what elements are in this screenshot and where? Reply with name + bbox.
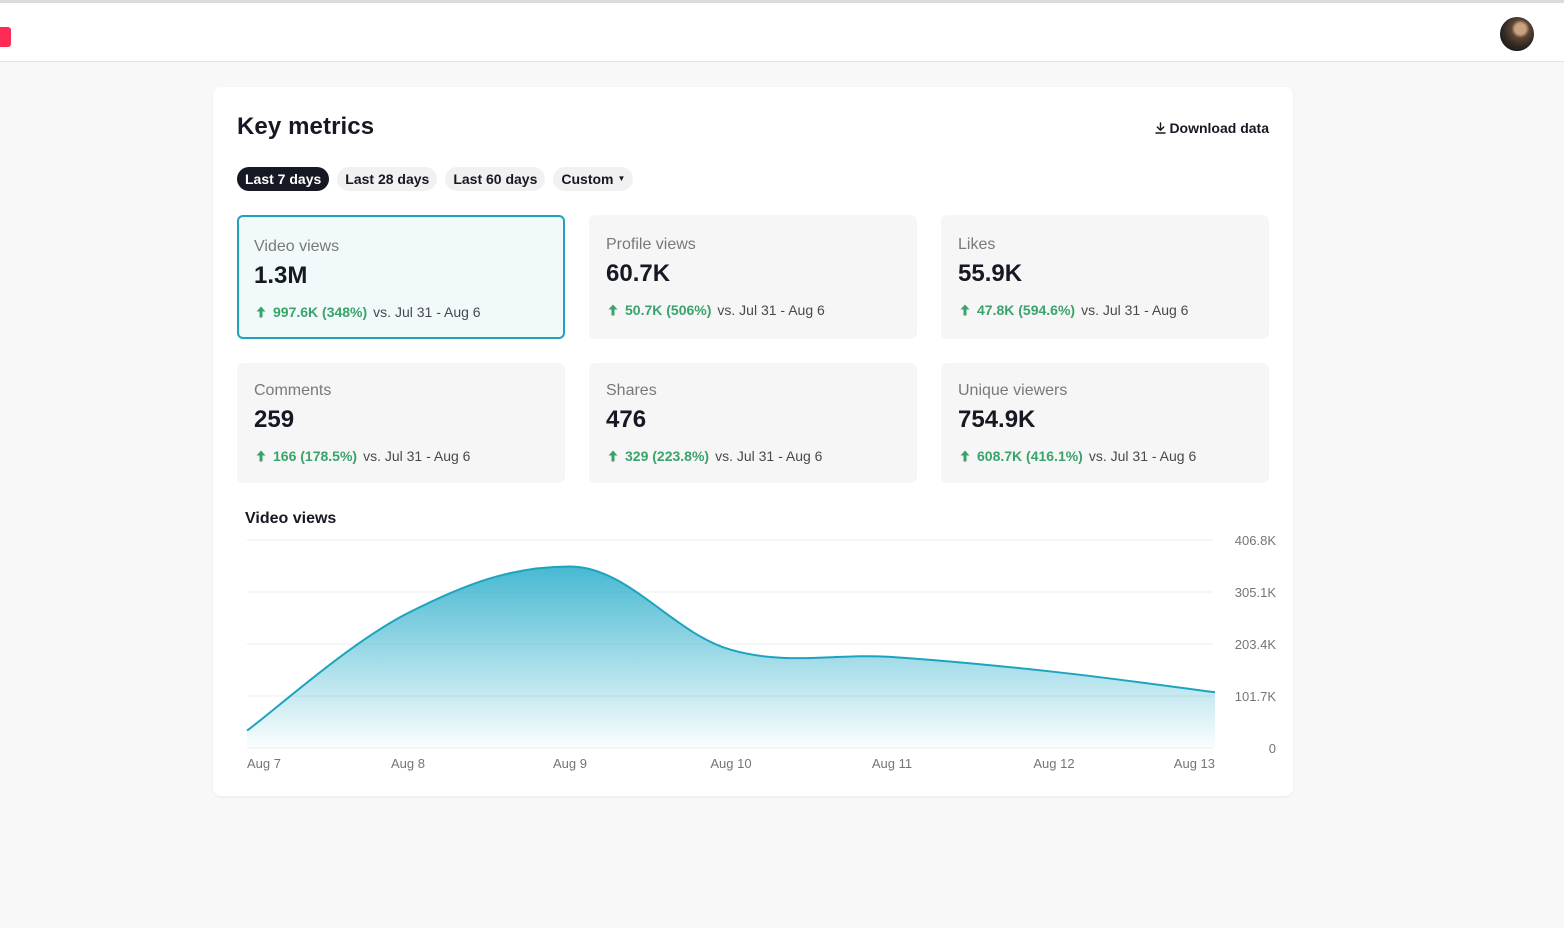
arrow-up-icon: [608, 450, 618, 462]
metric-comparison: vs. Jul 31 - Aug 6: [715, 448, 823, 464]
x-tick-label: Aug 13: [1174, 756, 1215, 771]
range-custom-dropdown[interactable]: Custom ▼: [553, 167, 634, 191]
x-tick-label: Aug 7: [247, 756, 281, 771]
y-tick-label: 0: [1269, 741, 1276, 756]
video-views-chart: 406.8K 305.1K 203.4K 101.7K 0 Aug 7 Aug 8 Aug 9…: [246, 533, 1277, 771]
metric-change: 608.7K (416.1%) vs. Jul 31 - Aug 6: [958, 448, 1196, 464]
arrow-up-icon: [256, 306, 266, 318]
y-tick-label: 406.8K: [1235, 533, 1277, 548]
range-label: Last 7 days: [245, 171, 322, 187]
metric-comparison: vs. Jul 31 - Aug 6: [373, 304, 481, 320]
metric-label: Comments: [254, 382, 332, 399]
range-label: Custom: [561, 171, 614, 187]
metric-card-profile-views[interactable]: Profile views 60.7K 50.7K (506%) vs. Jul…: [589, 215, 917, 339]
metric-change-value: 329 (223.8%): [625, 448, 710, 464]
metric-label: Shares: [606, 382, 657, 399]
metric-label: Profile views: [606, 236, 696, 253]
range-label: Last 28 days: [345, 171, 430, 187]
brand-logo[interactable]: [0, 27, 11, 47]
metric-label: Video views: [254, 238, 340, 255]
metric-value: 754.9K: [958, 406, 1036, 433]
metric-value: 1.3M: [254, 262, 308, 289]
page-title: Key metrics: [237, 113, 375, 140]
arrow-up-icon: [608, 304, 618, 316]
metric-change-value: 50.7K (506%): [625, 302, 712, 318]
series-line: [246, 565, 1216, 732]
range-last-60-days[interactable]: Last 60 days: [445, 167, 546, 191]
metric-label: Unique viewers: [958, 382, 1068, 399]
arrow-up-icon: [256, 450, 266, 462]
y-tick-label: 305.1K: [1235, 585, 1277, 600]
series-area-fill: [247, 566, 1215, 748]
metric-card-unique-viewers[interactable]: Unique viewers 754.9K 608.7K (416.1%) vs…: [941, 363, 1269, 483]
metric-label: Likes: [958, 236, 996, 253]
metric-value: 60.7K: [606, 260, 671, 287]
caret-down-icon: ▼: [617, 174, 626, 183]
range-label: Last 60 days: [453, 171, 538, 187]
metric-comparison: vs. Jul 31 - Aug 6: [1088, 448, 1197, 464]
metric-card-likes[interactable]: Likes 55.9K 47.8K (594.6%) vs. Jul 31 - …: [941, 215, 1269, 339]
key-metrics-card: Key metrics Download data Last 7 days La…: [213, 87, 1293, 796]
metric-change: 166 (178.5%) vs. Jul 31 - Aug 6: [254, 448, 470, 464]
metric-change: 329 (223.8%) vs. Jul 31 - Aug 6: [606, 448, 822, 464]
top-bar: [0, 0, 1564, 62]
date-range-selector: Last 7 days Last 28 days Last 60 days Cu…: [237, 167, 634, 191]
metric-card-video-views[interactable]: Video views 1.3M 997.6K (348%) vs. Jul 3…: [237, 215, 565, 339]
download-data-label: Download data: [1169, 120, 1269, 136]
metric-value: 259: [254, 406, 295, 433]
arrow-up-icon: [960, 450, 970, 462]
range-last-7-days[interactable]: Last 7 days: [237, 167, 330, 191]
x-tick-label: Aug 8: [391, 756, 425, 771]
metric-card-shares[interactable]: Shares 476 329 (223.8%) vs. Jul 31 - Aug…: [589, 363, 917, 483]
y-tick-label: 101.7K: [1235, 689, 1277, 704]
metric-comparison: vs. Jul 31 - Aug 6: [363, 448, 471, 464]
x-tick-label: Aug 10: [710, 756, 751, 771]
metric-change: 997.6K (348%) vs. Jul 31 - Aug 6: [254, 304, 481, 320]
x-tick-label: Aug 11: [872, 756, 912, 771]
metric-change-value: 47.8K (594.6%): [977, 302, 1076, 318]
metric-change-value: 166 (178.5%): [273, 448, 358, 464]
range-last-28-days[interactable]: Last 28 days: [337, 167, 438, 191]
download-icon: [1155, 122, 1167, 134]
y-tick-label: 203.4K: [1235, 637, 1277, 652]
x-tick-label: Aug 12: [1033, 756, 1074, 771]
metric-change: 50.7K (506%) vs. Jul 31 - Aug 6: [606, 302, 825, 318]
metric-card-comments[interactable]: Comments 259 166 (178.5%) vs. Jul 31 - A…: [237, 363, 565, 483]
metric-comparison: vs. Jul 31 - Aug 6: [717, 302, 825, 318]
x-tick-label: Aug 9: [553, 756, 587, 771]
download-data-button[interactable]: Download data: [1155, 120, 1269, 136]
metric-change: 47.8K (594.6%) vs. Jul 31 - Aug 6: [958, 302, 1188, 318]
metric-value: 476: [606, 406, 647, 433]
metric-change-value: 608.7K (416.1%): [977, 448, 1083, 464]
arrow-up-icon: [960, 304, 970, 316]
chart-title: Video views: [245, 510, 337, 527]
metric-change-value: 997.6K (348%): [273, 304, 368, 320]
metric-value: 55.9K: [958, 260, 1023, 287]
user-avatar[interactable]: [1500, 17, 1534, 51]
metric-comparison: vs. Jul 31 - Aug 6: [1081, 302, 1189, 318]
